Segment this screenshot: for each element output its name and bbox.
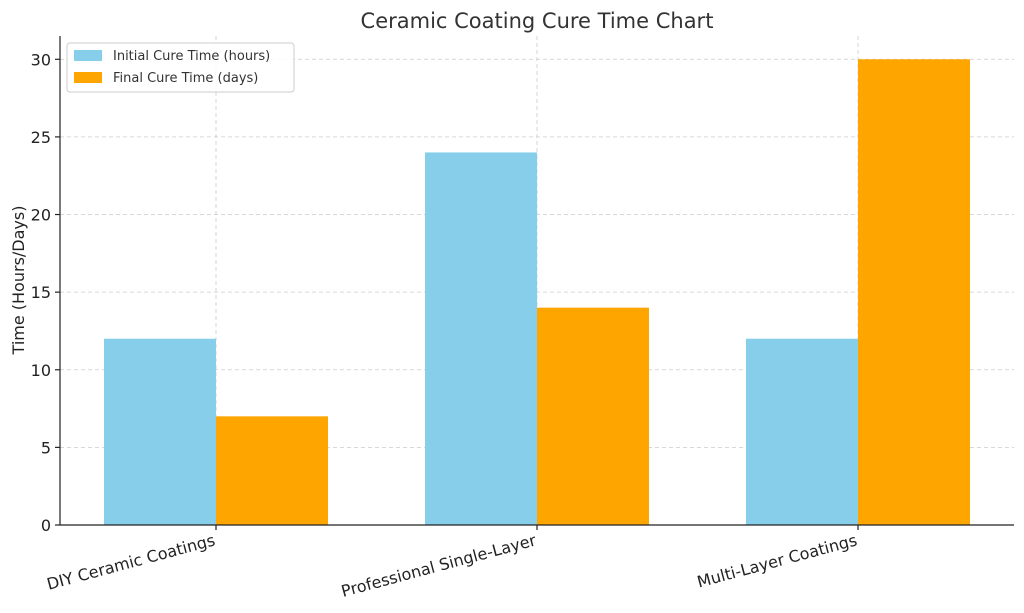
y-tick-label: 5 [41, 438, 51, 457]
y-tick-label: 15 [31, 283, 51, 302]
y-axis-label: Time (Hours/Days) [9, 206, 28, 356]
legend-swatch-initial [74, 50, 102, 61]
bar-final-2 [858, 59, 970, 526]
legend-swatch-final [74, 72, 102, 83]
x-tick-label: Multi-Layer Coatings [695, 531, 859, 592]
y-tick-label: 25 [31, 128, 51, 147]
legend-frame [66, 42, 295, 93]
y-tick-labels: 0 5 10 15 20 25 30 [31, 50, 60, 535]
legend-label-initial: Initial Cure Time (hours) [113, 49, 270, 64]
bar-final-0 [216, 416, 328, 525]
x-tick-label: Professional Single-Layer [339, 530, 538, 600]
legend-label-final: Final Cure Time (days) [113, 71, 258, 86]
bar-initial-2 [746, 338, 858, 525]
chart-title: Ceramic Coating Cure Time Chart [361, 9, 714, 33]
bar-final-1 [537, 307, 649, 525]
bar-initial-1 [425, 152, 537, 525]
legend: Initial Cure Time (hours) Final Cure Tim… [66, 42, 295, 93]
y-tick-label: 30 [31, 50, 51, 69]
x-tick-label: DIY Ceramic Coatings [45, 531, 217, 594]
y-tick-label: 20 [31, 206, 51, 225]
bar-initial-0 [104, 338, 216, 525]
y-tick-label: 0 [41, 516, 51, 535]
y-tick-label: 10 [31, 361, 51, 380]
x-tick-labels: DIY Ceramic Coatings Professional Single-… [45, 525, 859, 601]
bars [104, 59, 970, 526]
